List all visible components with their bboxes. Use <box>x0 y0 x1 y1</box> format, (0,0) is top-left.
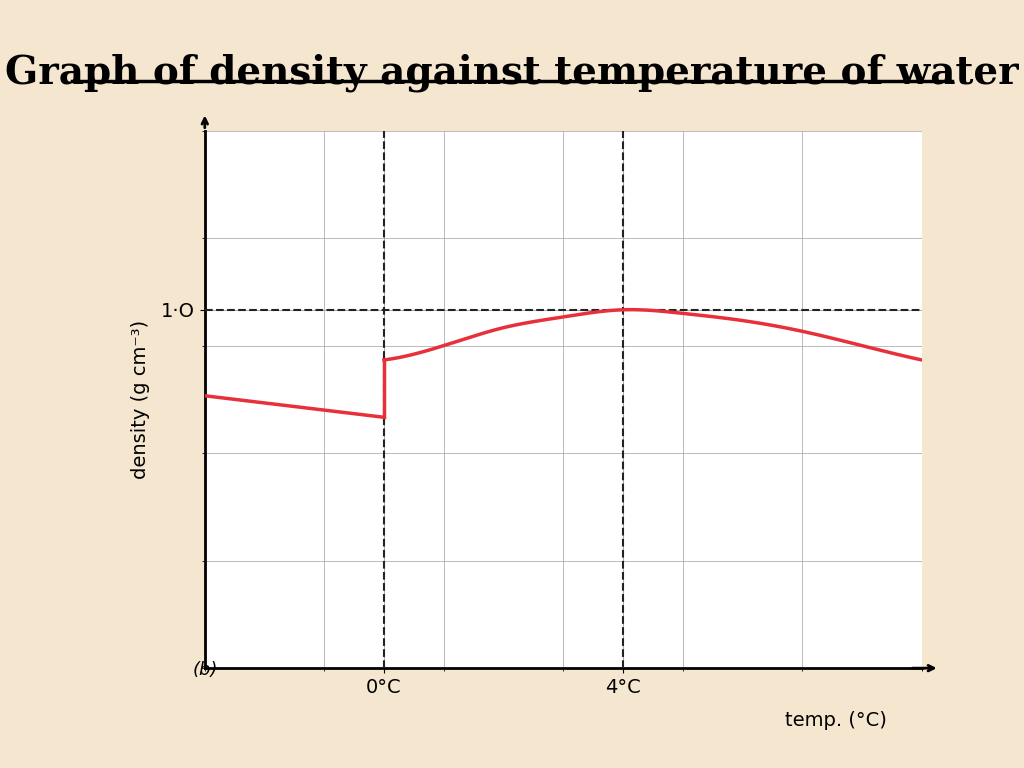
Text: Graph of density against temperature of water: Graph of density against temperature of … <box>5 54 1019 92</box>
Text: (b): (b) <box>193 661 218 680</box>
X-axis label: temp. (°C): temp. (°C) <box>784 711 887 730</box>
Y-axis label: density (g cm⁻³): density (g cm⁻³) <box>131 319 150 479</box>
